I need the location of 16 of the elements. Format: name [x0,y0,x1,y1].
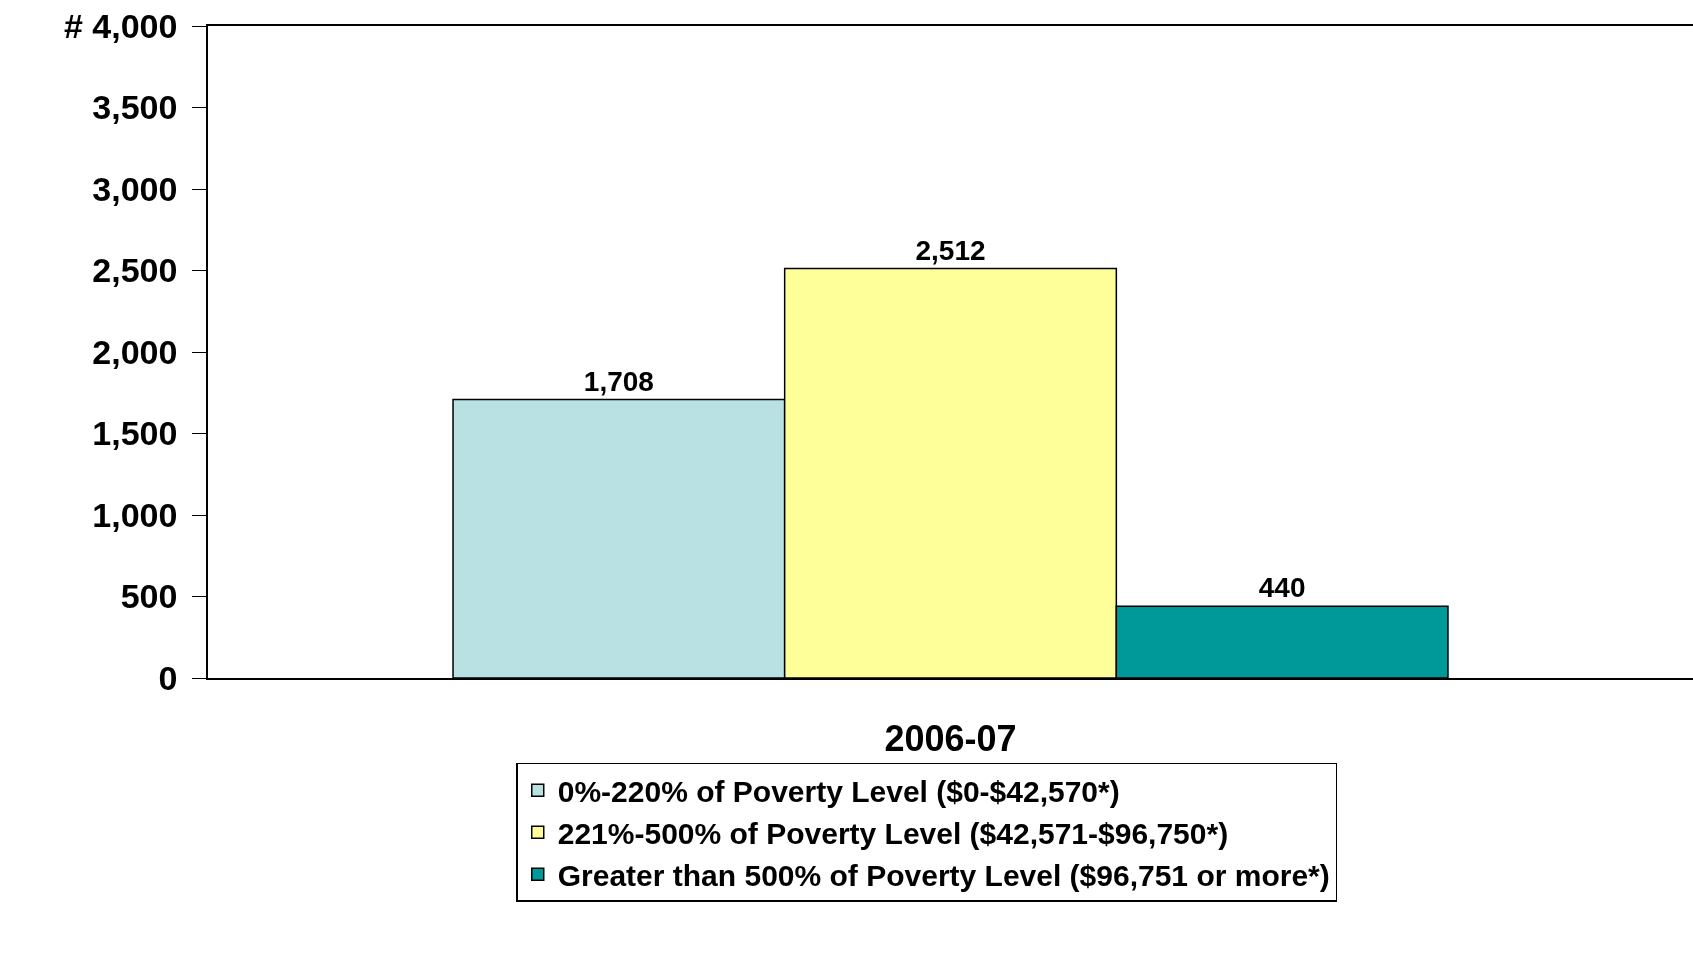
legend-label: Greater than 500% of Poverty Level ($96,751 or more*) [557,858,1330,892]
data-label: 440 [1258,572,1306,604]
y-tick-label: 3,500 [92,88,178,127]
y-tick-label: 2,500 [92,251,178,290]
x-tick-label: 2006-07 [884,717,1017,759]
y-tick-label: 2,000 [92,332,178,371]
y-tick-label: 3,000 [92,169,178,208]
y-tick-label: 0 [158,658,178,697]
legend-label: 221%-500% of Poverty Level ($42,571-$96,750*) [557,816,1229,850]
data-label: 2,512 [915,234,986,266]
y-tick-label: 1,500 [92,414,178,453]
y-tick-label: # 4,000 [64,6,178,45]
legend-label: 0%-220% of Poverty Level ($0-$42,570*) [557,774,1120,808]
y-tick-label: 1,000 [92,495,178,534]
data-label: 1,708 [583,365,654,397]
y-tick-label: 500 [120,577,178,616]
